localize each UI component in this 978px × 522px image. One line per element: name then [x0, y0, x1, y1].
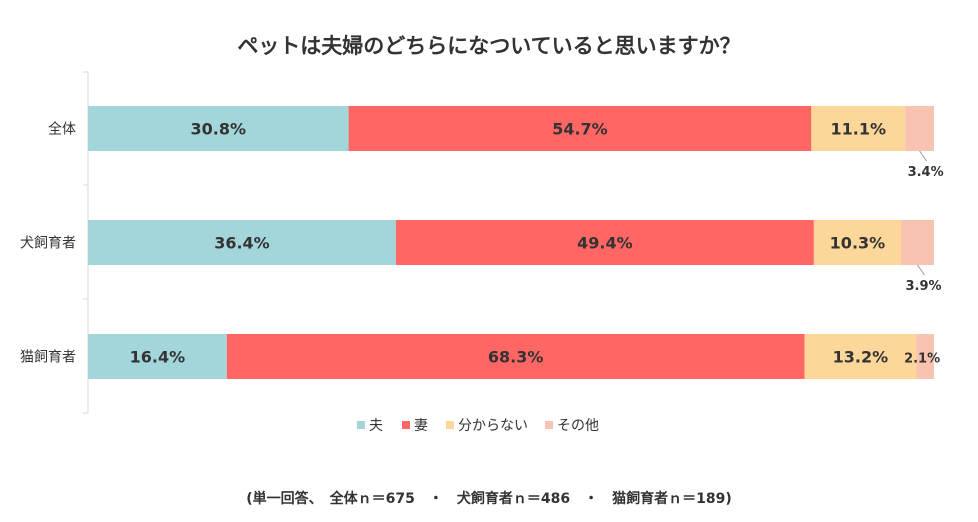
bar-segment: [395, 220, 814, 265]
category-label: 全体: [48, 121, 76, 138]
bar-segment: [88, 106, 349, 151]
chart-title: ペットは夫婦のどちらになついていると思いますか？: [237, 34, 741, 58]
bar-segment: [813, 220, 902, 265]
category-label: 猫飼育者: [20, 350, 76, 366]
stacked-bar-chart: 全体 30.8% 54.7% 11.1% 3.4% 犬飼育者 36.4% 49.4% 10.3%…: [20, 71, 944, 434]
bar-segment: [88, 220, 396, 265]
data-label: 3.9%: [905, 279, 941, 294]
legend-swatch: [446, 421, 454, 429]
data-label: 30.8%: [191, 120, 247, 139]
data-label: 49.4%: [577, 234, 633, 253]
legend-swatch: [402, 421, 410, 429]
bar-segment: [226, 334, 805, 379]
bar-segment: [811, 106, 906, 151]
bar-segment: [88, 334, 227, 379]
bar-segment: [905, 106, 934, 151]
bar-segment: [348, 106, 812, 151]
data-label: 16.4%: [130, 348, 186, 367]
data-label: 54.7%: [552, 120, 608, 139]
bar-segment: [804, 334, 917, 379]
bar-segment: [901, 220, 934, 265]
category-label: 犬飼育者: [20, 236, 76, 252]
legend-label: 分からない: [458, 418, 528, 434]
data-label-leader: [917, 264, 925, 276]
legend-swatch: [357, 421, 365, 429]
legend-swatch: [545, 421, 553, 429]
sample-size-note: (単一回答、 全体ｎ＝675 ・ 犬飼育者ｎ＝486 ・ 猫飼育者ｎ＝189): [246, 491, 732, 507]
data-label: 11.1%: [831, 120, 887, 139]
data-label: 10.3%: [830, 234, 886, 253]
legend-label: その他: [557, 418, 599, 434]
legend-label: 夫: [369, 418, 383, 434]
data-label: 3.4%: [908, 165, 944, 180]
data-label: 13.2%: [833, 348, 889, 367]
legend-label: 妻: [414, 418, 428, 434]
data-label: 2.1%: [904, 352, 940, 367]
bar-segment: [916, 334, 934, 379]
data-label: 36.4%: [214, 234, 270, 253]
data-label: 68.3%: [488, 348, 544, 367]
data-label-leader: [919, 150, 928, 162]
